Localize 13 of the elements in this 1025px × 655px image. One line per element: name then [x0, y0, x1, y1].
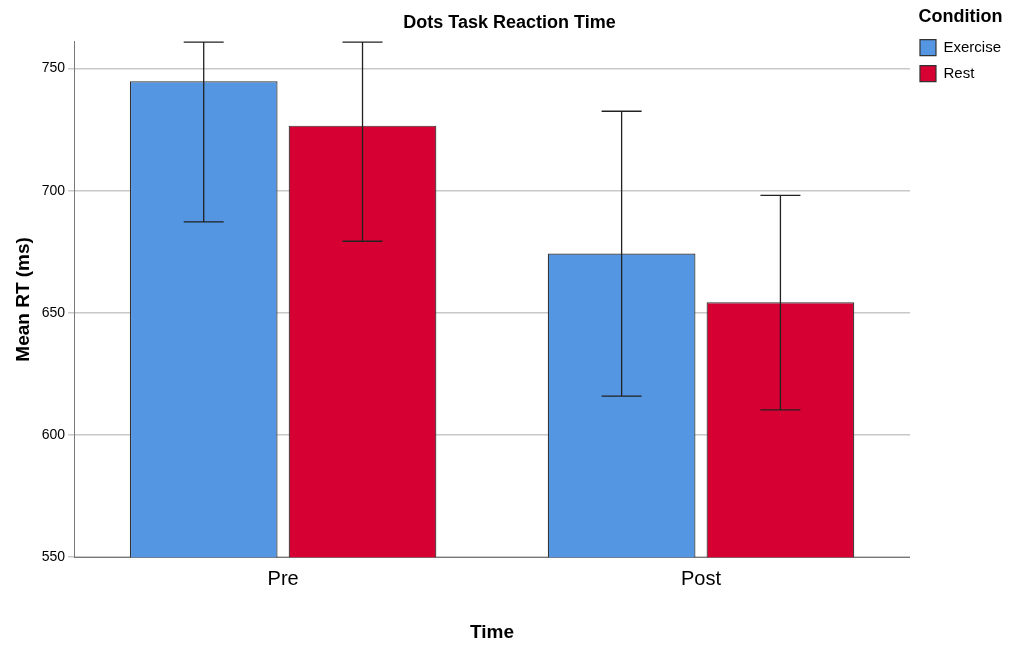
x-tick-label: Post: [681, 566, 722, 589]
x-tick-label: Pre: [267, 566, 299, 589]
y-tick-label: 650: [41, 303, 66, 320]
y-tick-label: 750: [41, 59, 66, 76]
legend-label: Rest: [943, 63, 976, 81]
y-axis-title: Mean RT (ms): [11, 237, 33, 362]
y-tick-label: 600: [41, 425, 66, 442]
y-tick-label: 700: [41, 181, 66, 198]
x-axis-title: Time: [470, 620, 515, 642]
legend-title: Condition: [918, 5, 1003, 26]
legend-label: Exercise: [943, 37, 1002, 55]
y-tick-label: 550: [41, 548, 66, 565]
chart-title: Dots Task Reaction Time: [403, 11, 616, 32]
